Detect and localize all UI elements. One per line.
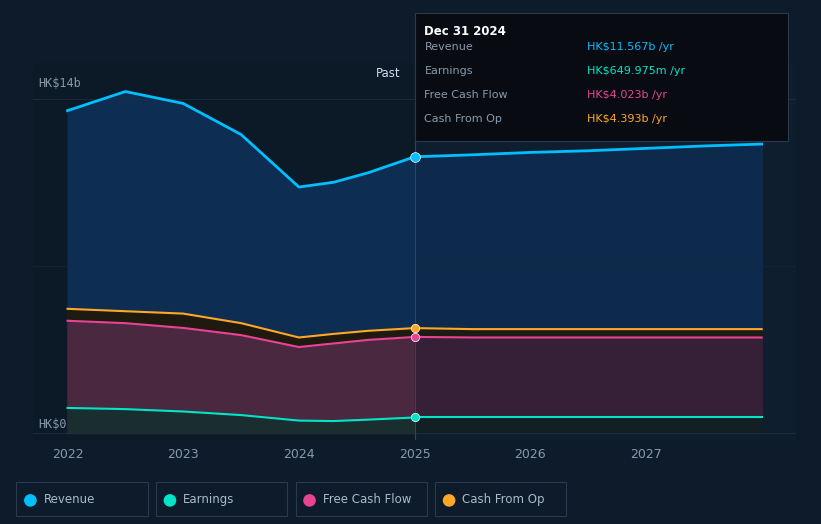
Text: Revenue: Revenue: [44, 493, 95, 506]
Text: Earnings: Earnings: [424, 66, 473, 76]
Text: HK$4.023b /yr: HK$4.023b /yr: [587, 90, 667, 100]
Text: HK$649.975m /yr: HK$649.975m /yr: [587, 66, 686, 76]
Text: Cash From Op: Cash From Op: [462, 493, 544, 506]
Text: HK$14b: HK$14b: [39, 78, 81, 90]
Bar: [33, 63, 415, 440]
Text: Cash From Op: Cash From Op: [424, 114, 502, 124]
Circle shape: [443, 495, 455, 506]
Text: Dec 31 2024: Dec 31 2024: [424, 25, 507, 38]
Text: Analysts Forecasts: Analysts Forecasts: [429, 67, 539, 80]
Text: Earnings: Earnings: [183, 493, 235, 506]
Text: Past: Past: [376, 67, 401, 80]
Text: HK$4.393b /yr: HK$4.393b /yr: [587, 114, 667, 124]
Text: HK$0: HK$0: [39, 418, 67, 431]
Bar: [415, 63, 796, 440]
Circle shape: [25, 495, 36, 506]
Circle shape: [304, 495, 315, 506]
Text: Revenue: Revenue: [424, 42, 473, 52]
Text: HK$11.567b /yr: HK$11.567b /yr: [587, 42, 674, 52]
Text: Free Cash Flow: Free Cash Flow: [424, 90, 508, 100]
Text: Free Cash Flow: Free Cash Flow: [323, 493, 411, 506]
Circle shape: [164, 495, 176, 506]
